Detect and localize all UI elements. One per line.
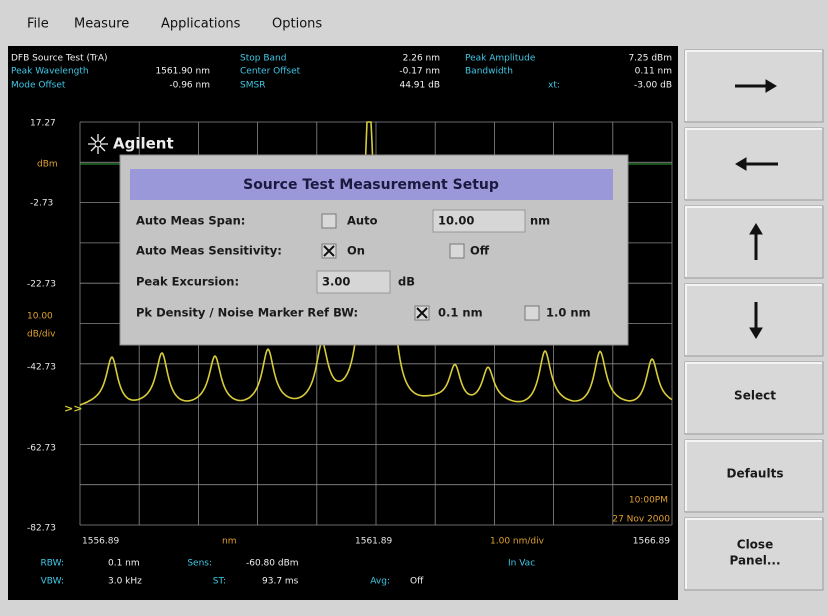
field-label: Peak Wavelength: [11, 67, 89, 77]
excursion-value: 3.00: [322, 275, 350, 289]
field-value: 0.11 nm: [635, 67, 672, 77]
y-label: -42.73: [27, 363, 56, 373]
dialog-title: Source Test Measurement Setup: [243, 177, 499, 193]
date: 27 Nov 2000: [612, 515, 670, 525]
logo: Agilent: [88, 134, 174, 154]
checkbox-checked[interactable]: [321, 243, 337, 259]
field-label: Peak Amplitude: [465, 54, 536, 64]
vbw-label: VBW:: [41, 577, 64, 587]
checkbox[interactable]: [449, 243, 465, 259]
menu-file[interactable]: File: [27, 17, 49, 32]
scale-unit: dB/div: [27, 330, 56, 340]
y-label: -82.73: [27, 524, 56, 534]
scale: 10.00: [27, 312, 53, 322]
sens: -60.80 dBm: [246, 559, 299, 569]
field-value: -0.96 nm: [169, 81, 210, 91]
checkbox[interactable]: [524, 305, 540, 321]
field-value: 2.26 nm: [403, 54, 440, 64]
y-label: -22.73: [27, 280, 56, 290]
checkbox[interactable]: [321, 213, 337, 229]
span-auto: Auto: [347, 214, 378, 228]
sens-on: On: [347, 244, 365, 258]
setup-dialog: Source Test Measurement Setup Auto Meas …: [119, 154, 629, 346]
sens-off: Off: [470, 244, 490, 258]
avg: Off: [410, 577, 424, 587]
span-unit: nm: [530, 214, 550, 228]
bw-a: 0.1 nm: [438, 306, 483, 320]
st-label: ST:: [213, 577, 226, 587]
marker-arrow: >>: [64, 402, 82, 415]
x-unit: nm: [222, 537, 236, 547]
select-label: Select: [734, 389, 776, 403]
close-label: Close: [737, 538, 773, 552]
field-label: Mode Offset: [11, 81, 66, 91]
field-label: Stop Band: [240, 54, 286, 64]
menu-applications[interactable]: Applications: [161, 17, 241, 32]
bw-b: 1.0 nm: [546, 306, 591, 320]
menu-measure[interactable]: Measure: [74, 17, 129, 32]
softkey-bevel: [685, 128, 822, 199]
field-label: SMSR: [240, 81, 265, 91]
excursion-label: Peak Excursion:: [136, 275, 239, 289]
softkey-bevel: [685, 50, 822, 121]
span-input[interactable]: [432, 209, 526, 233]
arrow-icons: [735, 79, 778, 339]
rbw-label: RBW:: [40, 559, 64, 569]
field-value: -3.00 dB: [634, 81, 672, 91]
softkey-bevel: [685, 284, 822, 355]
span-label: Auto Meas Span:: [136, 214, 245, 228]
x-center: 1561.89: [355, 537, 392, 547]
excursion-input[interactable]: [316, 270, 391, 294]
y-label: 17.27: [30, 119, 56, 129]
softkey-bevel: [685, 440, 822, 511]
ref-unit: dBm: [37, 160, 58, 170]
sens-label: Sens:: [187, 559, 212, 569]
field-value: -0.17 nm: [399, 67, 440, 77]
softkey-bevel: [685, 518, 822, 589]
st: 93.7 ms: [262, 577, 299, 587]
rbw: 0.1 nm: [108, 559, 140, 569]
softkey-bevel: [685, 362, 822, 433]
vbw: 3.0 kHz: [108, 577, 142, 587]
softkey[interactable]: [684, 439, 824, 513]
field-value: 44.91 dB: [399, 81, 440, 91]
defaults-label: Defaults: [727, 467, 784, 481]
time: 10:00PM: [629, 496, 668, 506]
softkey-bevel: [685, 206, 822, 277]
menu-bar: [0, 0, 828, 46]
y-label: -62.73: [27, 444, 56, 454]
dialog-titlebar: [130, 169, 613, 200]
span-value: 10.00: [438, 214, 474, 228]
menu-options[interactable]: Options: [272, 17, 322, 32]
softkey[interactable]: [684, 205, 824, 279]
x-start: 1556.89: [82, 537, 119, 547]
field-value: 1561.90 nm: [155, 67, 210, 77]
excursion-unit: dB: [398, 275, 415, 289]
x-span: 1.00 nm/div: [490, 537, 545, 547]
softkey[interactable]: [684, 517, 824, 591]
sens-label: Auto Meas Sensitivity:: [136, 244, 282, 258]
button-panel: [684, 49, 824, 591]
y-label: -2.73: [30, 199, 53, 209]
softkey[interactable]: [684, 361, 824, 435]
field-value: 7.25 dBm: [628, 54, 672, 64]
x-stop: 1566.89: [633, 537, 670, 547]
softkey[interactable]: [684, 283, 824, 357]
avg-label: Avg:: [370, 577, 390, 587]
field-label: xt:: [548, 81, 560, 91]
close-label: Panel...: [729, 554, 780, 568]
test-title: DFB Source Test (TrA): [11, 54, 108, 64]
checkbox-checked[interactable]: [414, 305, 430, 321]
bw-label: Pk Density / Noise Marker Ref BW:: [136, 306, 358, 320]
field-label: Center Offset: [240, 67, 301, 77]
logo-text: Agilent: [113, 135, 174, 153]
medium: In Vac: [508, 559, 535, 569]
field-label: Bandwidth: [465, 67, 513, 77]
header: DFB Source Test (TrA) Peak Wavelength 156…: [11, 54, 672, 91]
